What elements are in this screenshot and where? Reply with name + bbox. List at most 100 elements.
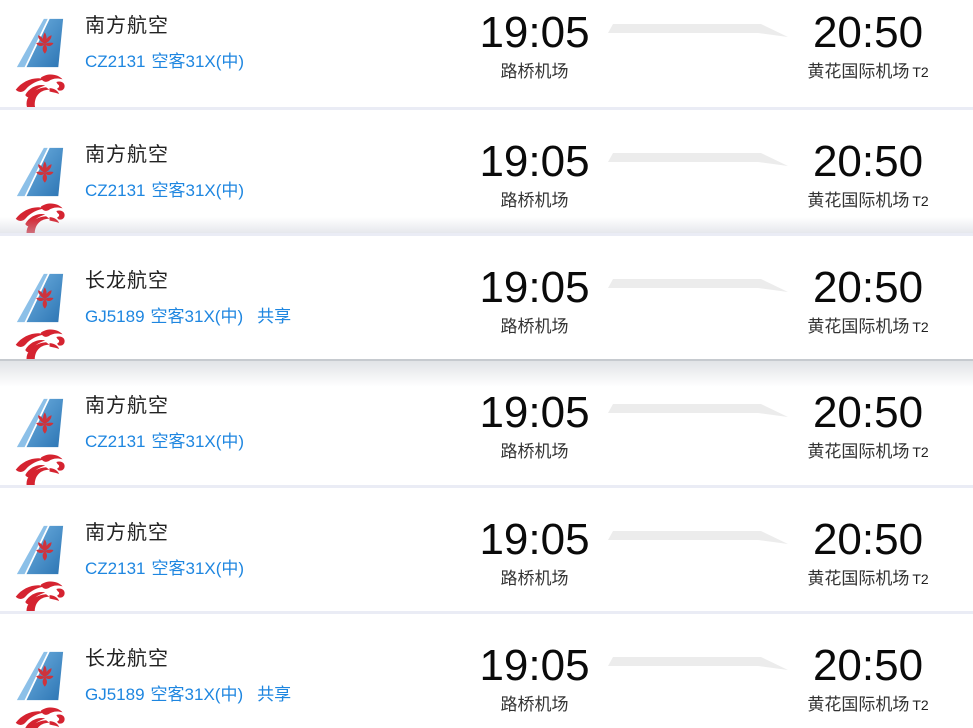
flight-direction-arrow-icon bbox=[608, 23, 788, 43]
airline-name: 南方航空 bbox=[85, 144, 169, 166]
arrival-terminal: T2 bbox=[912, 64, 929, 80]
china-southern-tail-icon bbox=[16, 651, 64, 701]
arrival-terminal: T2 bbox=[912, 193, 929, 209]
airline-block: 长龙航空 GJ5189 空客31X(中) 共享 bbox=[85, 269, 291, 326]
aircraft-type: 空客31X(中) bbox=[151, 181, 245, 200]
airline-name: 南方航空 bbox=[85, 395, 169, 417]
china-southern-tail-icon bbox=[16, 398, 64, 448]
flight-number: GJ5189 bbox=[85, 685, 145, 704]
flight-number: CZ2131 bbox=[85, 559, 146, 578]
aircraft-type: 空客31X(中) bbox=[151, 432, 245, 451]
arrival-block: 20:50 黄花国际机场 T2 bbox=[768, 517, 968, 590]
flight-info: GJ5189 空客31X(中) 共享 bbox=[85, 307, 291, 326]
departure-block: 19:05 路桥机场 bbox=[442, 10, 627, 82]
airline-logo bbox=[14, 650, 66, 728]
flight-direction-arrow-icon bbox=[608, 152, 788, 172]
airline-logo bbox=[14, 397, 66, 499]
airline-block: 南方航空 CZ2131 空客31X(中) bbox=[85, 14, 244, 71]
flight-row[interactable]: 长龙航空 GJ5189 空客31X(中) 共享 19:05 路桥机场 20:50 黄… bbox=[0, 611, 973, 728]
departure-airport: 路桥机场 bbox=[500, 191, 569, 210]
departure-airport: 路桥机场 bbox=[500, 62, 569, 81]
departure-airport: 路桥机场 bbox=[500, 569, 569, 588]
arrival-airport: 黄花国际机场 T2 bbox=[807, 62, 929, 81]
airline-logo bbox=[14, 524, 66, 626]
flight-row[interactable]: 长龙航空 GJ5189 空客31X(中) 共享 19:05 路桥机场 20:50 黄… bbox=[0, 233, 973, 374]
departure-time: 19:05 bbox=[479, 388, 590, 437]
china-southern-tail-icon bbox=[16, 18, 64, 68]
arrival-airport: 黄花国际机场 T2 bbox=[807, 317, 929, 336]
departure-time: 19:05 bbox=[479, 8, 590, 57]
arrival-block: 20:50 黄花国际机场 T2 bbox=[768, 10, 968, 83]
arrival-airport: 黄花国际机场 T2 bbox=[807, 442, 929, 461]
departure-block: 19:05 路桥机场 bbox=[442, 139, 627, 211]
flight-direction-arrow-icon bbox=[608, 403, 788, 423]
departure-time: 19:05 bbox=[479, 263, 590, 312]
flight-number: CZ2131 bbox=[85, 181, 146, 200]
flight-direction-arrow-icon bbox=[608, 278, 788, 298]
flight-info: CZ2131 空客31X(中) bbox=[85, 559, 244, 578]
departure-time: 19:05 bbox=[479, 137, 590, 186]
airline-logo bbox=[14, 272, 66, 374]
china-southern-tail-icon bbox=[16, 273, 64, 323]
airline-name: 南方航空 bbox=[85, 522, 169, 544]
flight-info: GJ5189 空客31X(中) 共享 bbox=[85, 685, 291, 704]
airline-block: 南方航空 CZ2131 空客31X(中) bbox=[85, 143, 244, 200]
flight-number: CZ2131 bbox=[85, 52, 146, 71]
flight-row[interactable]: 南方航空 CZ2131 空客31X(中) 19:05 路桥机场 20:50 黄花国… bbox=[0, 107, 973, 248]
flight-info: CZ2131 空客31X(中) bbox=[85, 52, 244, 71]
airline-block: 南方航空 CZ2131 空客31X(中) bbox=[85, 521, 244, 578]
arrival-time: 20:50 bbox=[812, 515, 924, 564]
arrival-terminal: T2 bbox=[912, 697, 929, 713]
aircraft-type: 空客31X(中) bbox=[150, 307, 244, 326]
arrival-block: 20:50 黄花国际机场 T2 bbox=[768, 139, 968, 212]
flight-direction-arrow-icon bbox=[608, 656, 788, 676]
arrival-time: 20:50 bbox=[812, 263, 924, 312]
airline-logo bbox=[14, 146, 66, 248]
flight-direction-arrow-icon bbox=[608, 530, 788, 550]
airline-logo bbox=[14, 17, 66, 119]
departure-time: 19:05 bbox=[479, 515, 590, 564]
airline-block: 长龙航空 GJ5189 空客31X(中) 共享 bbox=[85, 647, 291, 704]
departure-block: 19:05 路桥机场 bbox=[442, 390, 627, 462]
arrival-airport: 黄花国际机场 T2 bbox=[807, 569, 929, 588]
china-southern-tail-icon bbox=[16, 525, 64, 575]
arrival-terminal: T2 bbox=[912, 444, 929, 460]
flight-row[interactable]: 南方航空 CZ2131 空客31X(中) 19:05 路桥机场 20:50 黄花国… bbox=[0, 0, 973, 119]
loong-air-dragon-icon bbox=[15, 707, 65, 728]
departure-block: 19:05 路桥机场 bbox=[442, 643, 627, 715]
flight-row[interactable]: 南方航空 CZ2131 空客31X(中) 19:05 路桥机场 20:50 黄花国… bbox=[0, 485, 973, 626]
china-southern-tail-icon bbox=[16, 147, 64, 197]
aircraft-type: 空客31X(中) bbox=[151, 52, 245, 71]
arrival-block: 20:50 黄花国际机场 T2 bbox=[768, 265, 968, 338]
codeshare-badge: 共享 bbox=[257, 307, 292, 326]
departure-block: 19:05 路桥机场 bbox=[442, 517, 627, 589]
codeshare-badge: 共享 bbox=[257, 685, 292, 704]
airline-name: 长龙航空 bbox=[85, 648, 169, 670]
departure-airport: 路桥机场 bbox=[500, 695, 569, 714]
departure-airport: 路桥机场 bbox=[500, 442, 569, 461]
airline-name: 南方航空 bbox=[85, 15, 169, 37]
departure-airport: 路桥机场 bbox=[500, 317, 569, 336]
arrival-block: 20:50 黄花国际机场 T2 bbox=[768, 643, 968, 716]
arrival-block: 20:50 黄花国际机场 T2 bbox=[768, 390, 968, 463]
arrival-terminal: T2 bbox=[912, 571, 929, 587]
arrival-airport: 黄花国际机场 T2 bbox=[807, 191, 929, 210]
flight-info: CZ2131 空客31X(中) bbox=[85, 432, 244, 451]
airline-name: 长龙航空 bbox=[85, 270, 169, 292]
flight-row[interactable]: 南方航空 CZ2131 空客31X(中) 19:05 路桥机场 20:50 黄花国… bbox=[0, 359, 973, 499]
arrival-time: 20:50 bbox=[812, 137, 924, 186]
flight-number: GJ5189 bbox=[85, 307, 145, 326]
departure-block: 19:05 路桥机场 bbox=[442, 265, 627, 337]
arrival-airport: 黄花国际机场 T2 bbox=[807, 695, 929, 714]
departure-time: 19:05 bbox=[479, 641, 590, 690]
aircraft-type: 空客31X(中) bbox=[150, 685, 244, 704]
flight-info: CZ2131 空客31X(中) bbox=[85, 181, 244, 200]
aircraft-type: 空客31X(中) bbox=[151, 559, 245, 578]
arrival-time: 20:50 bbox=[812, 388, 924, 437]
airline-block: 南方航空 CZ2131 空客31X(中) bbox=[85, 394, 244, 451]
arrival-time: 20:50 bbox=[812, 641, 924, 690]
arrival-time: 20:50 bbox=[812, 8, 924, 57]
flight-number: CZ2131 bbox=[85, 432, 146, 451]
arrival-terminal: T2 bbox=[912, 319, 929, 335]
